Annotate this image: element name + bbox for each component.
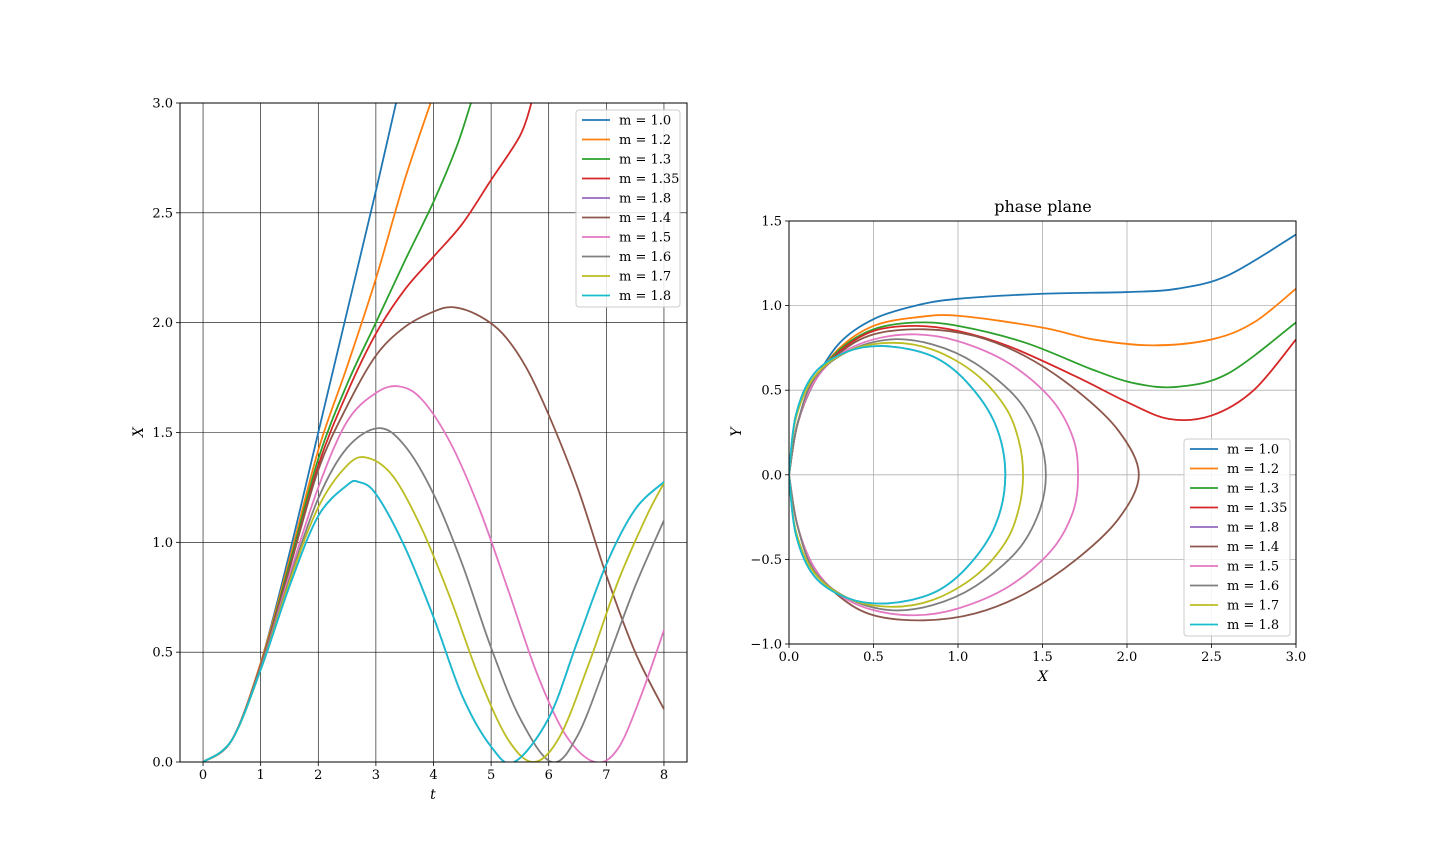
series-line-6 xyxy=(202,385,665,762)
legend-label: m = 1.35 xyxy=(1227,501,1287,516)
x-tick-label: 8 xyxy=(660,768,668,783)
series-line-6 xyxy=(789,333,1079,617)
legend-label: m = 1.8 xyxy=(1227,521,1279,536)
x-tick-label: 0 xyxy=(199,768,207,783)
y-tick-label: 0.5 xyxy=(761,384,782,399)
series-line-5 xyxy=(202,306,665,762)
series-group xyxy=(789,233,1296,622)
y-tick-label: 0.0 xyxy=(761,468,782,483)
x-tick-label: 1.5 xyxy=(1032,650,1053,665)
y-tick-label: 2.5 xyxy=(152,206,173,221)
legend-label: m = 1.0 xyxy=(1227,443,1279,458)
y-tick-label: 1.0 xyxy=(152,536,173,551)
y-tick-label: 1.5 xyxy=(761,215,782,230)
x-tick-label: 0.5 xyxy=(863,650,884,665)
x-tick-label: 1 xyxy=(257,768,265,783)
legend: m = 1.0 m = 1.2 m = 1.3 m = 1.35 m = 1.8 m = … xyxy=(1183,438,1291,637)
x-axis-label: X xyxy=(1037,669,1049,685)
y-tick-label: 0.0 xyxy=(152,756,173,771)
y-axis-label: X xyxy=(131,426,147,438)
y-tick-label: 0.5 xyxy=(152,646,173,661)
y-tick-label: 2.0 xyxy=(152,316,173,331)
legend-label: m = 1.5 xyxy=(619,231,671,246)
series-line-8 xyxy=(202,456,665,762)
x-tick-label: 2.0 xyxy=(1117,650,1138,665)
legend-label: m = 1.2 xyxy=(619,133,671,148)
legend-label: m = 1.8 xyxy=(1227,618,1279,633)
x-tick-label: 2 xyxy=(314,768,322,783)
legend-label: m = 1.6 xyxy=(619,250,671,265)
legend-label: m = 1.3 xyxy=(1227,482,1279,497)
legend-label: m = 1.8 xyxy=(619,289,671,304)
x-tick-label: 1.0 xyxy=(948,650,969,665)
x-tick-label: 4 xyxy=(429,768,437,783)
legend-label: m = 1.4 xyxy=(619,211,671,226)
phase-plane-chart: phase plane X Y 0.0 0.5 1.0 1.5 2.0 2.5 3.0 −1.… xyxy=(729,197,1306,685)
x-tick-label: 2.5 xyxy=(1201,650,1222,665)
series-group xyxy=(202,103,665,762)
x-tick-label: 5 xyxy=(487,768,495,783)
x-tick-label: 3 xyxy=(372,768,380,783)
y-tick-label: −1.0 xyxy=(750,638,782,653)
x-axis-label: t xyxy=(430,787,436,803)
x-tick-label: 0.0 xyxy=(779,650,800,665)
series-line-9 xyxy=(202,479,665,762)
legend-label: m = 1.5 xyxy=(1227,560,1279,575)
y-tick-label: −0.5 xyxy=(750,553,782,568)
legend-label: m = 1.8 xyxy=(619,192,671,207)
chart-title: phase plane xyxy=(994,197,1092,216)
legend-label: m = 1.3 xyxy=(619,153,671,168)
legend-label: m = 1.0 xyxy=(619,114,671,129)
time-series-chart: t X 0 1 2 3 4 5 6 7 8 0.0 0.5 1.0 1.5 2.0 2.5 3.0 m = 1.… xyxy=(131,97,688,803)
legend-label: m = 1.7 xyxy=(619,270,671,285)
series-line-9 xyxy=(789,345,1007,605)
y-tick-label: 1.0 xyxy=(761,299,782,314)
legend-label: m = 1.7 xyxy=(1227,599,1279,614)
y-tick-label: 3.0 xyxy=(152,97,173,112)
y-tick-label: 1.5 xyxy=(152,426,173,441)
x-tick-label: 3.0 xyxy=(1286,650,1307,665)
y-axis-label: Y xyxy=(729,426,745,437)
legend-label: m = 1.35 xyxy=(619,172,679,187)
x-tick-label: 6 xyxy=(545,768,553,783)
series-line-5 xyxy=(789,328,1140,622)
legend-label: m = 1.2 xyxy=(1227,462,1279,477)
legend-label: m = 1.4 xyxy=(1227,540,1279,555)
x-tick-label: 7 xyxy=(602,768,610,783)
legend-label: m = 1.6 xyxy=(1227,579,1279,594)
legend: m = 1.0 m = 1.2 m = 1.3 m = 1.35 m = 1.8 m = … xyxy=(575,109,681,308)
